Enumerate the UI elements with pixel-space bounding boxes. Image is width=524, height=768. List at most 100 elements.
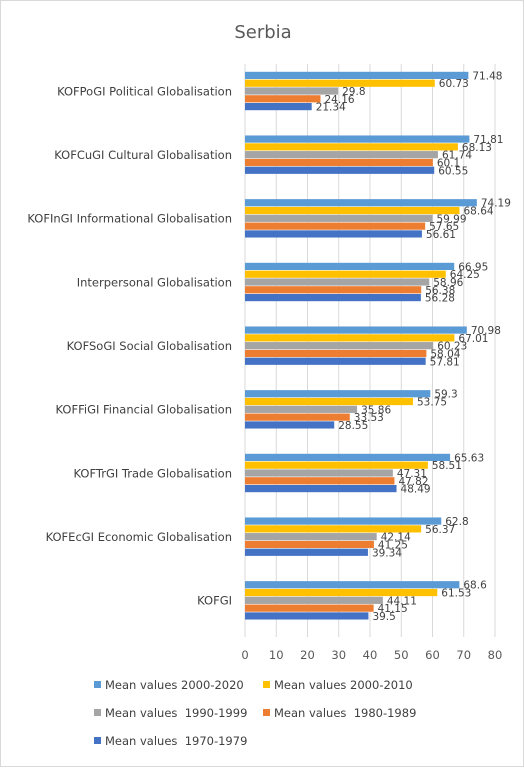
data-label: 56.61 <box>426 229 456 241</box>
data-label: 47.82 <box>398 476 428 488</box>
data-label: 60.1 <box>437 157 460 169</box>
category-label: KOFInGI Informational Globalisation <box>27 212 232 226</box>
data-label: 62.8 <box>445 516 468 528</box>
data-label: 66.95 <box>458 261 488 273</box>
data-label: 68.64 <box>464 206 494 218</box>
data-label: 61.53 <box>441 588 471 600</box>
bar <box>245 286 422 294</box>
data-label: 74.19 <box>481 198 511 210</box>
chart-title: Serbia <box>234 22 291 43</box>
legend-swatch <box>263 681 270 688</box>
bar <box>245 151 438 159</box>
data-label: 56.38 <box>425 285 455 297</box>
data-label: 21.34 <box>316 102 346 114</box>
data-label: 44.11 <box>387 595 417 607</box>
bar <box>245 143 458 151</box>
bar <box>245 525 422 533</box>
data-label: 60.55 <box>438 165 468 177</box>
x-tick-label: 60 <box>425 648 440 662</box>
data-label: 70.98 <box>471 325 501 337</box>
bar <box>245 453 451 461</box>
legend-label: Mean values 2000-2020 <box>105 678 244 692</box>
bar <box>245 477 395 485</box>
data-label: 58.04 <box>430 348 460 360</box>
bar <box>245 349 427 358</box>
data-label: 28.55 <box>338 420 368 432</box>
x-tick-label: 70 <box>456 648 471 662</box>
bar <box>245 533 377 541</box>
bar <box>245 214 433 222</box>
bar <box>245 581 460 589</box>
bar <box>245 588 438 597</box>
x-tick-label: 40 <box>363 648 378 662</box>
x-tick-label: 30 <box>331 648 346 662</box>
bar <box>245 158 433 167</box>
legend-label: Mean values 1990-1999 <box>105 706 247 720</box>
bar <box>245 222 426 230</box>
bars <box>245 71 477 620</box>
bar <box>245 294 421 302</box>
bar <box>245 357 426 365</box>
bar <box>245 230 422 238</box>
category-label: KOFCuGI Cultural Globalisation <box>54 148 232 162</box>
data-label: 47.31 <box>397 468 427 480</box>
bar <box>245 95 321 103</box>
legend-swatch <box>94 737 101 744</box>
bar <box>245 517 442 525</box>
bar <box>245 270 446 278</box>
data-label: 41.25 <box>378 539 408 551</box>
bar <box>245 397 413 406</box>
x-tick-label: 20 <box>300 648 315 662</box>
bar <box>245 166 435 174</box>
data-label: 68.13 <box>462 142 492 154</box>
category-label: KOFPoGI Political Globalisation <box>57 84 232 98</box>
x-tick-label: 0 <box>241 648 248 662</box>
x-tick-label: 80 <box>488 648 503 662</box>
data-label: 57.65 <box>429 221 459 233</box>
bar <box>245 103 312 111</box>
legend-swatch <box>263 709 270 716</box>
data-label: 71.81 <box>473 134 503 146</box>
data-label: 59.3 <box>434 389 457 401</box>
category-label: KOFSoGI Social Globalisation <box>67 339 232 353</box>
data-label: 65.63 <box>454 452 484 464</box>
data-label: 60.23 <box>437 341 467 353</box>
bar <box>245 326 467 334</box>
bar <box>245 485 397 493</box>
bar <box>245 596 383 604</box>
data-label: 67.01 <box>458 333 488 345</box>
category-labels: KOFPoGI Political Globalisation KOFCuGI C… <box>27 84 232 607</box>
x-tick-label: 50 <box>394 648 409 662</box>
bar <box>245 548 368 556</box>
data-label: 56.28 <box>425 293 455 305</box>
bar <box>245 413 350 421</box>
bar <box>245 262 455 270</box>
data-label: 24.16 <box>325 94 355 106</box>
bar <box>245 390 431 398</box>
category-label: Interpersonal Globalisation <box>77 275 232 289</box>
bar <box>245 405 358 413</box>
bar <box>245 604 374 612</box>
category-label: KOFGI <box>197 594 232 608</box>
data-label: 58.51 <box>432 460 462 472</box>
bar <box>245 334 455 342</box>
data-label: 29.8 <box>342 86 365 98</box>
data-label: 58.96 <box>433 277 463 289</box>
legend-swatch <box>94 709 101 716</box>
bar <box>245 461 428 469</box>
data-label: 56.37 <box>425 524 455 536</box>
data-label: 48.49 <box>401 484 431 496</box>
legend-label: Mean values 2000-2010 <box>274 678 413 692</box>
bar <box>245 421 335 429</box>
legend-swatch <box>94 681 101 688</box>
data-label: 64.25 <box>450 269 480 281</box>
category-label: KOFTrGI Trade Globalisation <box>74 466 232 480</box>
legend-label: Mean values 1980-1989 <box>274 706 416 720</box>
bar <box>245 199 477 207</box>
data-label: 57.81 <box>430 356 460 368</box>
x-tick-label: 10 <box>269 648 284 662</box>
data-label: 53.75 <box>417 397 447 409</box>
data-label: 41.15 <box>378 603 408 615</box>
